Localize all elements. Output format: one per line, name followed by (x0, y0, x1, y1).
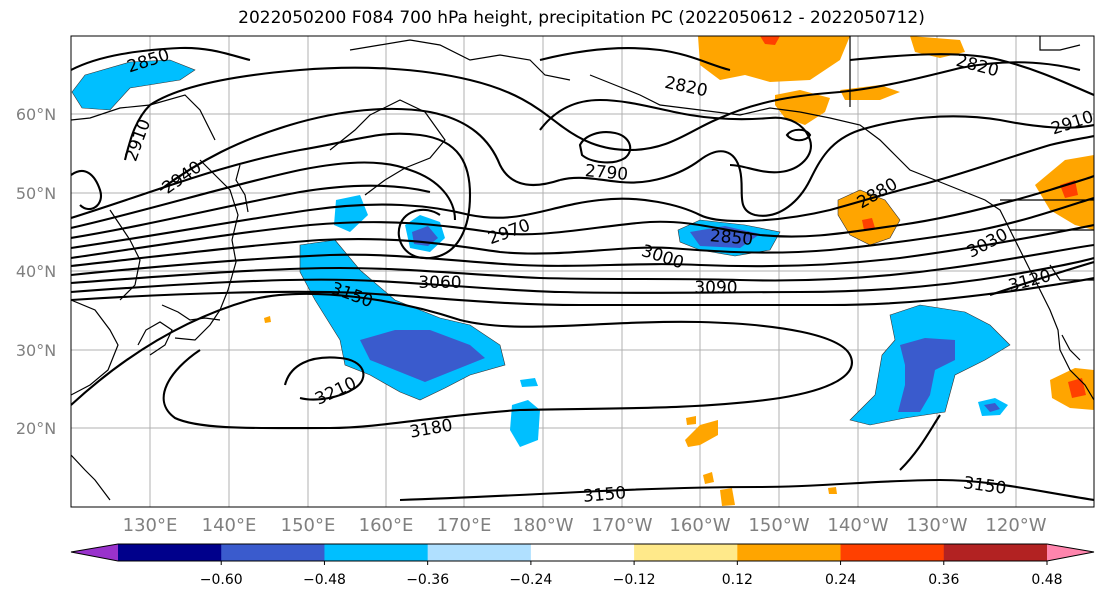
precipitation-shading (71, 36, 1094, 506)
colorbar-swatch (634, 544, 738, 561)
lat-label: 50°N (16, 184, 56, 203)
colorbar-tick-label: −0.36 (406, 572, 449, 588)
contour-label: 2790 (584, 161, 629, 185)
colorbar-tick-label: −0.48 (303, 572, 346, 588)
colorbar-swatch (324, 544, 429, 561)
colorbar-swatch (737, 544, 842, 561)
map-plot-area: 2850 2910 2940 2820 2790 2970 2850 3000 … (71, 36, 1094, 507)
colorbar-tick-label: −0.12 (613, 572, 656, 588)
colorbar-tick-label: 0.36 (928, 572, 959, 588)
colorbar-tick-label: −0.60 (200, 572, 243, 588)
colorbar-swatch (118, 544, 222, 561)
lon-label: 160°W (669, 515, 730, 536)
lat-label: 20°N (16, 419, 56, 438)
lon-label: 140°E (202, 515, 257, 536)
colorbar-ticks: −0.60 −0.48 −0.36 −0.24 −0.12 0.12 0.24 0.36 0.4… (200, 561, 1063, 588)
lon-label: 170°W (591, 515, 652, 536)
lon-label: 140°W (827, 515, 888, 536)
colorbar-outline (70, 543, 1095, 562)
colorbar-tick-label: 0.24 (825, 572, 856, 588)
colorbar: −0.60 −0.48 −0.36 −0.24 −0.12 0.12 0.24 0.36 0.4… (70, 543, 1095, 588)
contour-label: 2850 (709, 226, 754, 250)
colorbar-swatches (71, 544, 1094, 561)
colorbar-swatch (221, 544, 325, 561)
map-title: 2022050200 F084 700 hPa height, precipit… (238, 8, 925, 28)
colorbar-swatch (530, 544, 635, 561)
contour-label: 3060 (418, 273, 461, 293)
contour-label: 3090 (694, 278, 737, 298)
lon-label: 120°W (985, 515, 1046, 536)
lon-label: 180°W (512, 515, 573, 536)
map-frame (70, 35, 1095, 508)
colorbar-swatch (943, 544, 1048, 561)
colorbar-swatch (1047, 544, 1094, 561)
colorbar-swatch (840, 544, 945, 561)
colorbar-swatch (427, 544, 532, 561)
colorbar-swatch (71, 544, 118, 561)
lon-label: 130°W (906, 515, 967, 536)
colorbar-tick-label: 0.12 (722, 572, 753, 588)
contour-label: 3150 (582, 483, 627, 507)
latitude-labels: 60°N 50°N 40°N 30°N 20°N (16, 105, 56, 438)
colorbar-tick-label: 0.48 (1031, 572, 1062, 588)
lon-label: 150°W (748, 515, 809, 536)
lat-label: 60°N (16, 105, 56, 124)
height-contours (71, 46, 1094, 502)
longitude-labels: 130°E 140°E 150°E 160°E 170°E 180°W 170°… (123, 515, 1047, 536)
lon-label: 160°E (359, 515, 414, 536)
lat-label: 30°N (16, 341, 56, 360)
lon-label: 130°E (123, 515, 178, 536)
lon-label: 170°E (437, 515, 492, 536)
lon-label: 150°E (281, 515, 336, 536)
lat-label: 40°N (16, 262, 56, 281)
colorbar-tick-label: −0.24 (509, 572, 552, 588)
